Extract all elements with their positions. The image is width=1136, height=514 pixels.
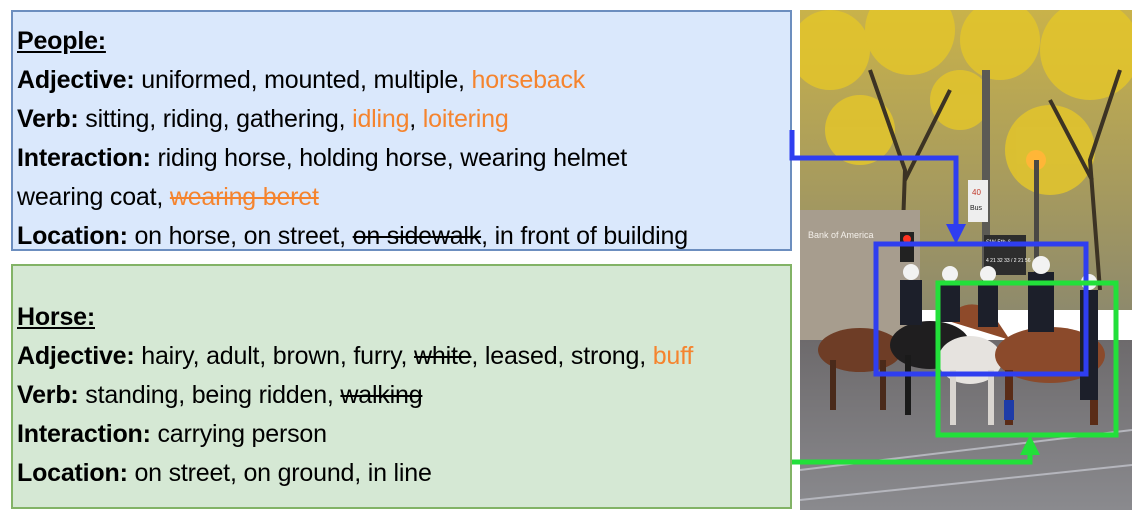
horse-rows: Adjective: hairy, adult, brown, furry, w… [17, 337, 790, 493]
attribute-tag: gathering [236, 105, 339, 133]
attribute-tag: brown [272, 342, 340, 370]
svg-text:40: 40 [972, 188, 981, 197]
attribute-tag: riding [162, 105, 223, 133]
attribute-tag: wearing helmet [460, 144, 627, 172]
bank-sign: Bank of America [808, 230, 874, 240]
row-label: Verb: [17, 105, 79, 133]
attribute-tag: buff [652, 342, 694, 370]
horse-panel: Horse: Adjective: hairy, adult, brown, f… [11, 264, 792, 509]
speed-sign [968, 180, 988, 222]
attribute-tag: on street [134, 459, 230, 487]
attribute-tag: mounted [264, 66, 360, 94]
attribute-tag: multiple [373, 66, 459, 94]
attribute-tag: on ground [243, 459, 355, 487]
row-label: Adjective: [17, 66, 135, 94]
row-label: Adjective: [17, 342, 135, 370]
people-row-location: Location: on horse, on street, on sidewa… [17, 222, 689, 250]
row-label: Location: [17, 222, 128, 250]
horse-row-location: Location: on street, on ground, in line [17, 459, 432, 487]
row-label: Interaction: [17, 420, 151, 448]
horse-title: Horse: [17, 303, 95, 331]
attribute-tag: riding horse [157, 144, 286, 172]
horse-row-interaction: Interaction: carrying person [17, 415, 790, 454]
people-panel: People: Adjective: uniformed, mounted, m… [11, 10, 792, 251]
attribute-tag: adult [206, 342, 260, 370]
attribute-tag: uniformed [141, 66, 251, 94]
attribute-tag: holding horse [299, 144, 447, 172]
attribute-tag: furry [353, 342, 401, 370]
attribute-tag: in line [367, 459, 432, 487]
attribute-tag: leased [484, 342, 558, 370]
people-row-continuation: wearing coat, wearing beret [17, 183, 319, 211]
attribute-tag: carrying person [157, 420, 327, 448]
people-row-interaction: Interaction: riding horse, holding horse… [17, 144, 627, 172]
attribute-tag: walking [340, 381, 423, 409]
people-row-adjective: Adjective: uniformed, mounted, multiple,… [17, 66, 586, 94]
people-rows: Adjective: uniformed, mounted, multiple,… [17, 61, 790, 256]
attribute-tag: on street [243, 222, 340, 250]
attribute-tag: being ridden [191, 381, 327, 409]
attribute-tag: idling [352, 105, 410, 133]
attribute-tag: on sidewalk [352, 222, 482, 250]
attribute-tag: on horse [134, 222, 231, 250]
attribute-tag: sitting [85, 105, 150, 133]
street-photo-illustration: Bank of America 40 Bus SW 5th & 4 21 32 … [800, 10, 1132, 510]
attribute-tag: wearing coat [17, 183, 157, 211]
row-label: Location: [17, 459, 128, 487]
people-row-verb: Verb: sitting, riding, gathering, idling… [17, 105, 509, 133]
attribute-tag: hairy [141, 342, 193, 370]
horse-row-adjective: Adjective: hairy, adult, brown, furry, w… [17, 342, 694, 370]
row-label: Verb: [17, 381, 79, 409]
horse-row-verb: Verb: standing, being ridden, walking [17, 381, 423, 409]
attribute-tag: white [414, 342, 472, 370]
attribute-tag: loitering [422, 105, 509, 133]
street-photo: Bank of America 40 Bus SW 5th & 4 21 32 … [800, 10, 1132, 510]
svg-text:4 21 32 33 / 2 21 56: 4 21 32 33 / 2 21 56 [986, 258, 1031, 264]
attribute-tag: wearing beret [169, 183, 319, 211]
attribute-tag: strong [570, 342, 640, 370]
row-label: Interaction: [17, 144, 151, 172]
attribute-tag: standing [85, 381, 179, 409]
attribute-tag: in front of building [494, 222, 689, 250]
attribute-tag: horseback [471, 66, 586, 94]
people-title: People: [17, 27, 106, 55]
svg-text:SW 5th &: SW 5th & [986, 240, 1011, 246]
svg-text:Bus: Bus [970, 205, 983, 212]
